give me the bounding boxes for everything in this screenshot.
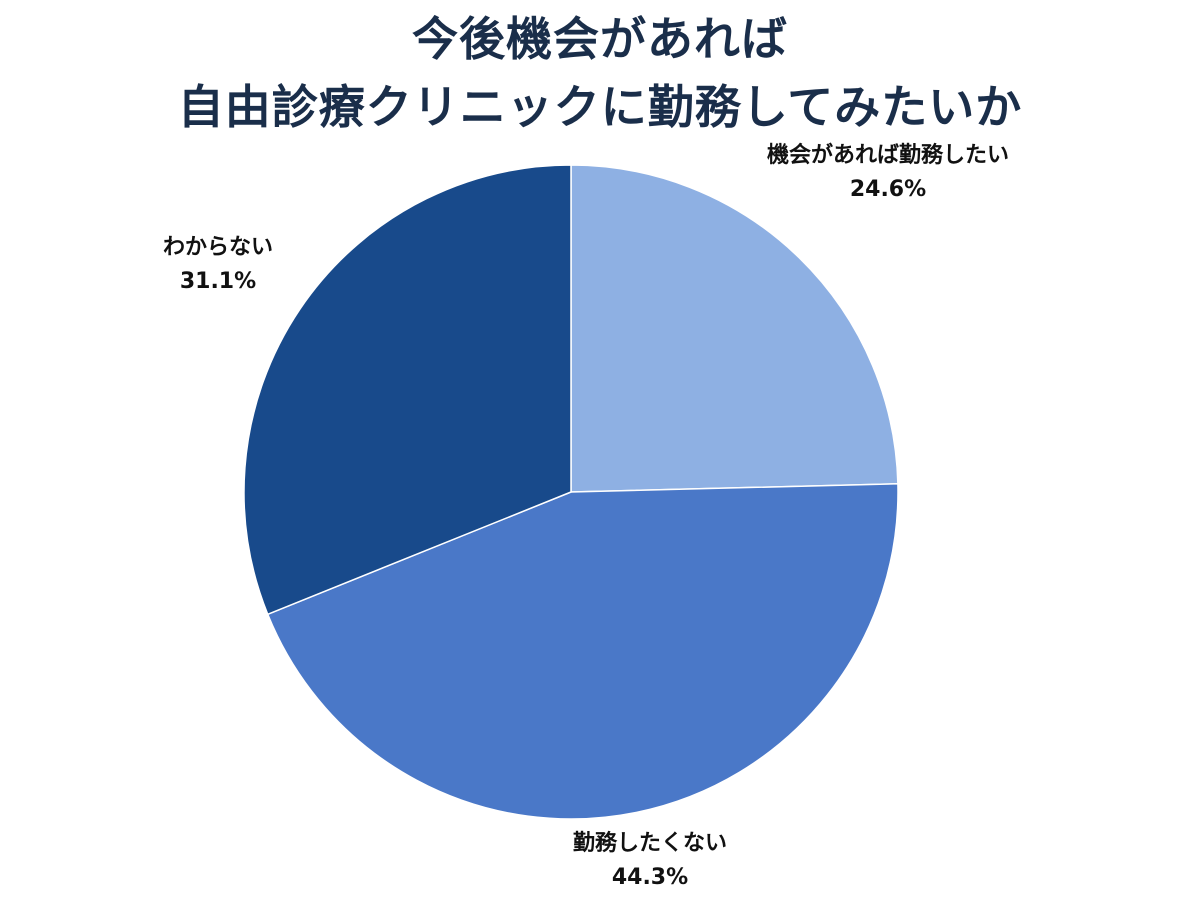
chart-title-line-1: 今後機会があれば [412,12,788,66]
label-wakaranai-value: 31.1% [180,269,256,294]
pie-slices [243,164,899,820]
slice-wakaranai [243,164,572,616]
label-kikai-ga-areba-name: 機会があれば勤務したい [767,142,1009,168]
chart-title-line-2: 自由診療クリニックに勤務してみたいか [177,80,1023,134]
pie-labels: 機会があれば勤務したい 24.6% 勤務したくない 44.3% わからない 31.1% [163,142,1009,890]
slice-kikai-ga-areba [570,164,899,493]
label-kinmu-shitakunai-value: 44.3% [612,865,688,890]
label-kikai-ga-areba-value: 24.6% [850,177,926,202]
label-kinmu-shitakunai-name: 勤務したくない [573,830,727,856]
label-wakaranai-name: わからない [163,235,273,260]
slice-kinmu-shitakunai [266,483,899,820]
